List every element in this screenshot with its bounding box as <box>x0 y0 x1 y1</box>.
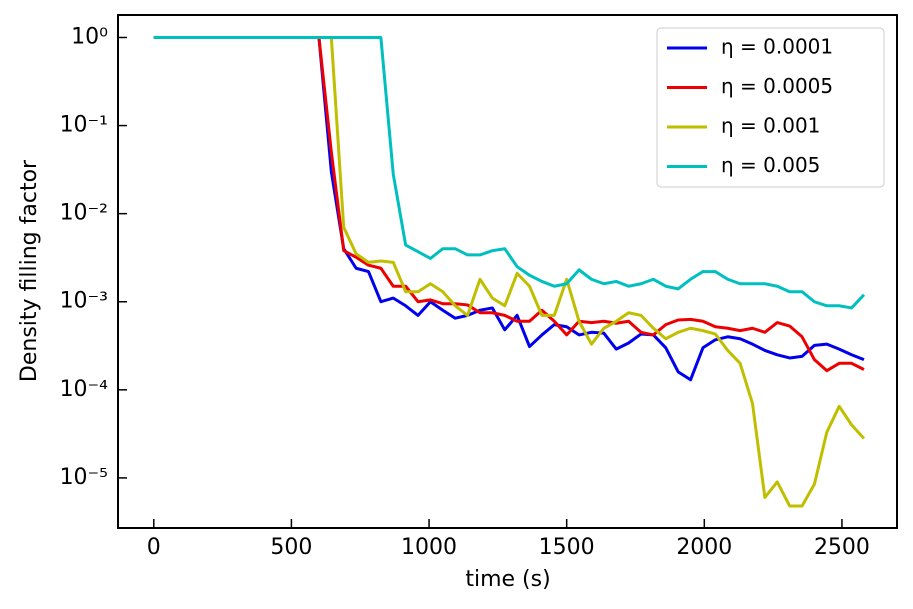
legend-label: η = 0.005 <box>721 153 820 177</box>
legend-box <box>656 27 885 188</box>
y-tick-label: 10⁰ <box>71 24 108 49</box>
x-axis-label: time (s) <box>465 567 550 592</box>
y-axis-label: Density filling factor <box>17 159 42 382</box>
data-line <box>153 35 866 310</box>
plot-frame <box>117 14 898 529</box>
x-tick-label: 2500 <box>814 535 870 560</box>
x-tick-label: 1500 <box>539 535 595 560</box>
x-tick-label: 2000 <box>676 535 732 560</box>
legend-label: η = 0.0005 <box>721 74 833 98</box>
y-tick-label: 10⁻⁴ <box>60 377 109 402</box>
x-tick-label: 1000 <box>401 535 457 560</box>
y-tick-label: 10⁻¹ <box>60 113 108 138</box>
x-tick-label: 0 <box>147 535 161 560</box>
x-tick-label: 500 <box>270 535 312 560</box>
y-tick-label: 10⁻³ <box>60 289 108 314</box>
y-tick-label: 10⁻⁵ <box>60 465 108 490</box>
data-line <box>153 35 866 508</box>
y-tick-label: 10⁻² <box>60 201 108 226</box>
legend-label: η = 0.0001 <box>721 35 833 59</box>
data-line <box>153 35 865 373</box>
legend-label: η = 0.001 <box>721 114 820 138</box>
